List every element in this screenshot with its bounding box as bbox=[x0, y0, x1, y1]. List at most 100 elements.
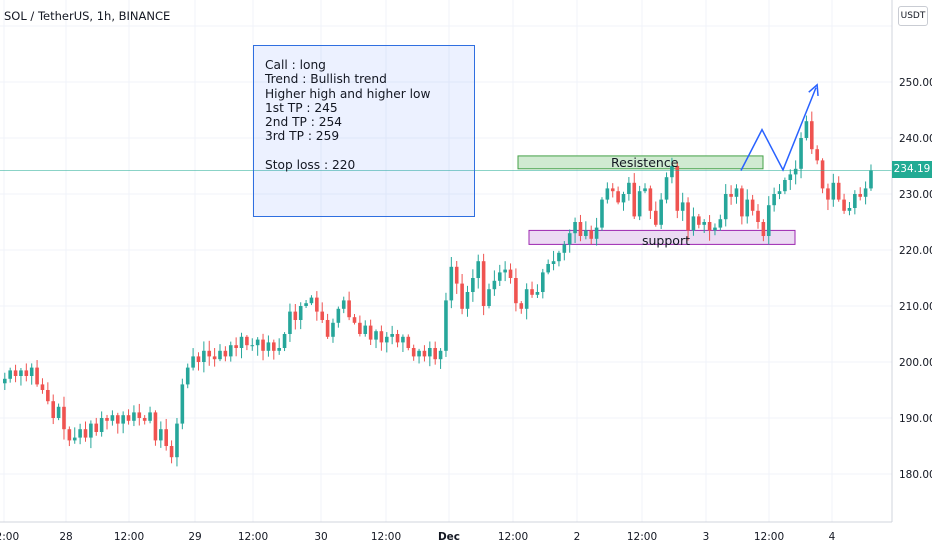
candle-body bbox=[492, 280, 497, 290]
candle-body bbox=[713, 227, 717, 231]
candle-body bbox=[67, 429, 72, 441]
candle-body bbox=[180, 384, 185, 424]
candle-body bbox=[40, 384, 45, 390]
time-tick-label: 12:00 bbox=[114, 531, 144, 543]
projection-arrowhead bbox=[808, 83, 819, 97]
candle bbox=[449, 256, 454, 309]
candle bbox=[530, 281, 534, 298]
candle bbox=[761, 219, 766, 242]
candle bbox=[756, 204, 760, 229]
candle bbox=[379, 325, 384, 351]
candle-body bbox=[438, 350, 443, 360]
note-line bbox=[265, 144, 464, 158]
candle bbox=[126, 409, 131, 425]
candle-body bbox=[428, 348, 432, 357]
candle bbox=[713, 223, 717, 236]
candle bbox=[298, 302, 303, 330]
candle-body bbox=[288, 311, 292, 334]
currency-button[interactable]: USDT bbox=[898, 6, 928, 26]
candle bbox=[132, 405, 136, 427]
candle-body bbox=[395, 334, 400, 343]
candle bbox=[336, 306, 341, 328]
candle-body bbox=[218, 350, 222, 360]
candle bbox=[277, 338, 281, 355]
candle-body bbox=[686, 202, 690, 231]
candle-body bbox=[142, 418, 147, 421]
candle-body bbox=[664, 177, 669, 200]
candle-body bbox=[675, 166, 680, 211]
candle bbox=[288, 303, 292, 342]
candle-body bbox=[653, 210, 658, 225]
candle bbox=[137, 403, 142, 426]
candle bbox=[245, 335, 249, 351]
candle bbox=[67, 426, 72, 447]
time-tick-label: Dec bbox=[438, 531, 460, 543]
candle bbox=[799, 132, 803, 179]
candle bbox=[519, 301, 524, 314]
candle bbox=[341, 296, 346, 314]
candle bbox=[810, 111, 814, 154]
note-line: Stop loss : 220 bbox=[265, 158, 356, 173]
price-tick-label: 180.00 bbox=[899, 469, 932, 481]
candle-body bbox=[121, 415, 125, 424]
analysis-note-box[interactable]: Call : long Trend : Bullish trend Higher h… bbox=[253, 45, 475, 217]
candle bbox=[648, 185, 653, 220]
candle-body bbox=[471, 278, 475, 292]
candle-body bbox=[153, 412, 158, 441]
candle bbox=[212, 348, 217, 367]
candle-body bbox=[514, 278, 518, 304]
candle bbox=[180, 378, 185, 430]
candle-body bbox=[756, 210, 760, 222]
candle bbox=[261, 333, 265, 361]
candle-body bbox=[374, 331, 378, 340]
candle bbox=[729, 185, 733, 205]
time-tick-label: 12:00 bbox=[754, 531, 784, 543]
candle bbox=[750, 194, 755, 216]
candle bbox=[110, 410, 115, 426]
candle bbox=[600, 197, 604, 231]
candle bbox=[175, 417, 179, 467]
candle bbox=[842, 193, 846, 214]
candle bbox=[428, 341, 432, 367]
candle-body bbox=[589, 230, 594, 239]
resistance-label: Resistence bbox=[611, 155, 679, 170]
candle-body bbox=[567, 233, 572, 245]
candle bbox=[524, 283, 529, 320]
time-tick-label: 28 bbox=[59, 531, 72, 543]
candle bbox=[637, 185, 642, 221]
candle bbox=[826, 183, 830, 211]
candle bbox=[605, 182, 610, 204]
candle-body bbox=[352, 317, 357, 323]
candle bbox=[3, 372, 7, 390]
candle bbox=[352, 314, 357, 325]
price-tick-label: 190.00 bbox=[899, 413, 932, 425]
candle bbox=[664, 172, 669, 204]
candle bbox=[331, 318, 335, 343]
candle-body bbox=[390, 334, 394, 337]
price-axis[interactable]: 180.00 190.00 200.00 210.00 220.00 230.00 240.… bbox=[891, 0, 932, 522]
candle bbox=[659, 193, 663, 229]
candle bbox=[718, 214, 723, 231]
note-line: 3rd TP : 259 bbox=[265, 129, 340, 144]
candle bbox=[272, 339, 276, 360]
price-tick-label: 250.00 bbox=[899, 77, 932, 89]
candle bbox=[422, 345, 427, 362]
candle bbox=[616, 186, 620, 205]
candle-body bbox=[115, 415, 120, 424]
chart-overlay bbox=[0, 83, 892, 172]
candle-body bbox=[541, 272, 545, 292]
candle bbox=[19, 368, 23, 386]
time-axis[interactable]: 12:00 28 12:00 29 12:00 30 12:00 Dec 12:00 2 12:00… bbox=[0, 521, 892, 543]
candle-body bbox=[869, 170, 873, 189]
candle-body bbox=[551, 261, 556, 264]
candle-body bbox=[19, 370, 23, 376]
candle bbox=[401, 334, 405, 352]
note-line: Higher high and higher low bbox=[265, 86, 431, 101]
candle bbox=[234, 337, 238, 357]
candle bbox=[578, 214, 583, 242]
candle bbox=[514, 268, 518, 312]
candle-body bbox=[826, 188, 830, 200]
candle-body bbox=[29, 367, 34, 376]
candle-body bbox=[530, 289, 534, 295]
